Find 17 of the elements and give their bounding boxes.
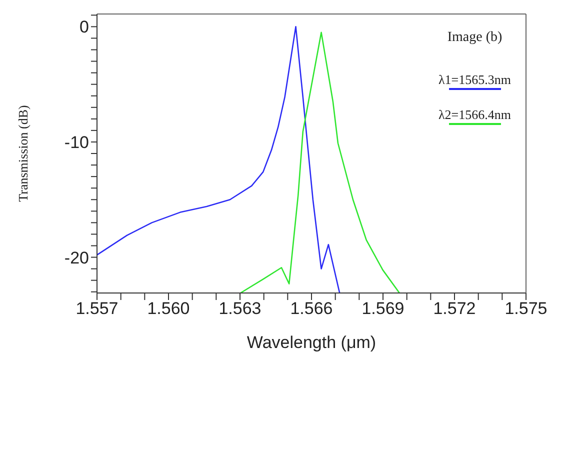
y-tick-label: -10 (64, 133, 89, 152)
text: λ2=1566.4nm (438, 107, 511, 122)
x-tick-label: 1.569 (362, 299, 404, 318)
y-tick-label: -20 (64, 248, 89, 268)
x-axis-title: Wavelength (μm) (246, 333, 376, 352)
legend-title: Image (b) (446, 30, 504, 46)
x-tick-label: 1.563 (218, 299, 262, 318)
line-series (240, 32, 400, 293)
y-axis-title: Transmission (dB) (16, 105, 31, 202)
y-tick-label: 0 (80, 18, 89, 37)
line-series (97, 26, 340, 293)
text: 1.560 (147, 299, 190, 318)
x-tick-label: 1.566 (290, 299, 333, 318)
x-tick-label: 1.572 (433, 299, 476, 318)
text: λ1=1565.3nm (438, 72, 511, 87)
x-tick-label: 1.575 (504, 299, 548, 318)
x-tick-label: 1.557 (76, 299, 118, 318)
